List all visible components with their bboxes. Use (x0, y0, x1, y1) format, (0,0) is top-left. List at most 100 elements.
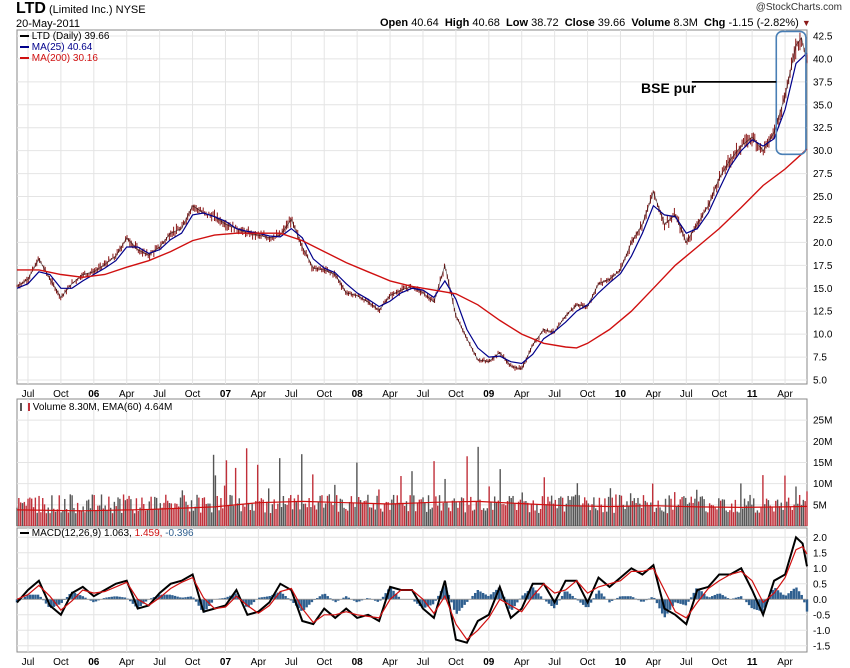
volume-bar (73, 507, 75, 526)
volume-bar (543, 477, 545, 526)
volume-bar (43, 504, 46, 526)
volume-bar (76, 502, 79, 526)
volume-bar (350, 496, 353, 526)
volume-bar (95, 510, 97, 526)
volume-bar (449, 511, 452, 526)
volume-bar (798, 494, 801, 526)
volume-bar (84, 512, 86, 526)
volume-bar (506, 501, 509, 526)
volume-bar (437, 505, 439, 526)
volume-bar (438, 495, 441, 526)
volume-bar (301, 454, 303, 526)
ma200-line (17, 148, 808, 349)
volume-bar (87, 499, 90, 526)
volume-bar (266, 501, 268, 526)
volume-bar (595, 508, 597, 526)
volume-bar (284, 504, 286, 526)
x-tick-label: Jul (417, 657, 430, 668)
volume-bar (613, 512, 615, 526)
volume-bar (220, 498, 222, 526)
volume-bar (229, 494, 231, 526)
volume-bar (56, 509, 59, 526)
volume-bar (32, 507, 35, 526)
price-y-tick-label: 37.5 (813, 77, 833, 88)
volume-bar (617, 506, 619, 526)
volume-bar (295, 500, 297, 526)
volume-bar (165, 494, 167, 526)
x-tick-label: Oct (316, 657, 332, 668)
volume-bar (398, 502, 400, 526)
volume-bar (234, 467, 237, 526)
volume-bar (572, 496, 575, 526)
volume-bar (593, 497, 595, 526)
volume-bar (471, 510, 474, 526)
volume-bar (508, 496, 511, 526)
x-tick-label: 10 (615, 389, 627, 400)
price-y-tick-label: 7.5 (813, 353, 827, 364)
volume-bar (115, 506, 117, 526)
price-y-tick-label: 17.5 (813, 261, 833, 272)
volume-bar (547, 496, 549, 526)
volume-bar (501, 504, 503, 526)
volume-bar (558, 497, 560, 526)
volume-bar (427, 495, 430, 526)
volume-bar (749, 494, 751, 526)
volume-bar (312, 474, 314, 526)
macd-y-tick-label: 2.0 (813, 533, 827, 544)
volume-bar (536, 503, 538, 526)
volume-bar (27, 498, 29, 526)
volume-bar (201, 498, 204, 526)
volume-bar (214, 475, 217, 526)
volume-bar (65, 509, 68, 526)
volume-bar (420, 499, 422, 526)
annotation (691, 30, 807, 156)
volume-bar (148, 501, 150, 526)
volume-bar (688, 502, 691, 526)
volume-bar (297, 494, 299, 526)
volume-bar (157, 509, 160, 526)
volume-bar (36, 512, 38, 526)
volume-bar (778, 506, 781, 526)
volume-bar (109, 507, 112, 526)
volume-bar (699, 496, 702, 526)
volume-bar (473, 509, 476, 526)
volume-bar (376, 495, 378, 526)
volume-bar (222, 508, 224, 526)
stockcharts-watermark: @StockCharts.com (755, 2, 842, 13)
volume-bar (413, 495, 415, 526)
volume-bar (326, 495, 329, 526)
macd-y-tick-label: -1.0 (813, 626, 831, 637)
volume-bar (549, 501, 551, 526)
volume-bar (769, 505, 771, 526)
volume-bar (448, 507, 450, 526)
volume-bar (764, 504, 766, 526)
volume-bar (383, 503, 386, 526)
volume-bar (121, 512, 123, 526)
volume-bar (75, 513, 77, 526)
price-y-tick-label: 20.0 (813, 238, 833, 249)
volume-bar (348, 501, 351, 526)
volume-bar (565, 503, 568, 526)
open-label: Open (380, 17, 409, 29)
volume-bar (736, 511, 738, 526)
volume-bar (758, 512, 760, 526)
volume-bar (435, 496, 437, 526)
volume-bar (271, 504, 274, 526)
volume-bar (571, 496, 573, 526)
volume-bar (414, 511, 417, 526)
volume-bar (313, 505, 316, 526)
x-tick-label: Jul (285, 657, 298, 668)
x-tick-label: Oct (580, 657, 596, 668)
x-tick-label: Apr (646, 389, 662, 400)
volume-bar (504, 505, 507, 526)
volume-bar (767, 500, 770, 526)
price-y-tick-label: 30.0 (813, 146, 833, 157)
volume-bar (256, 464, 259, 526)
x-tick-label: Jul (153, 657, 166, 668)
volume-panel (16, 446, 808, 526)
chg-value: -1.15 (-2.82%) (728, 17, 799, 29)
company-name: (Limited Inc.) (48, 4, 113, 16)
volume-bar (97, 505, 99, 526)
macd-y-tick-label: 1.5 (813, 548, 827, 559)
volume-bar (721, 499, 724, 526)
